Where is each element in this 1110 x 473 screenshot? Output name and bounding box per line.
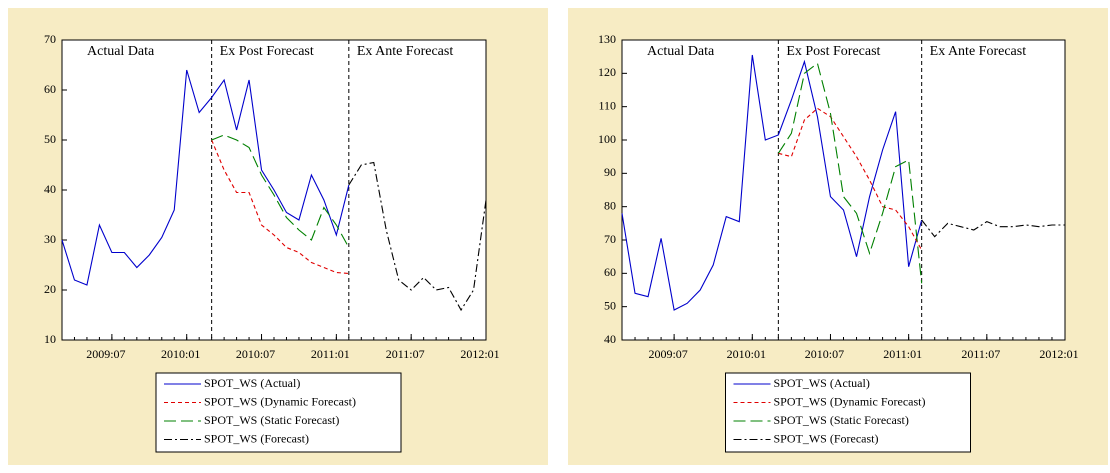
y-tick-label: 110: [598, 98, 616, 112]
legend-label: SPOT_WS (Actual): [774, 376, 870, 390]
section-label: Ex Ante Forecast: [357, 44, 454, 59]
section-label: Actual Data: [87, 44, 155, 59]
y-tick-label: 100: [598, 132, 616, 146]
y-tick-label: 60: [44, 82, 56, 96]
y-tick-label: 50: [44, 132, 56, 146]
legend-box: [155, 372, 402, 453]
series-line: [61, 69, 350, 286]
plot-area: [621, 39, 1066, 341]
y-tick-label: 130: [598, 32, 616, 46]
x-tick-label: 2012:01: [460, 347, 499, 361]
legend-label: SPOT_WS (Dynamic Forecast): [774, 394, 926, 408]
section-label: Ex Ante Forecast: [930, 44, 1027, 59]
x-tick-label: 2010:01: [727, 347, 766, 361]
x-tick-label: 2012:01: [1039, 347, 1078, 361]
chart: 40 50 60 70 80 90 100 110 120 130 2009:07 2010:01 20…: [568, 8, 1108, 465]
x-tick-label: 2010:01: [161, 347, 200, 361]
y-tick-label: 90: [604, 165, 616, 179]
legend-label: SPOT_WS (Actual): [204, 376, 300, 390]
series-line: [211, 134, 350, 248]
y-tick-label: 70: [44, 32, 56, 46]
series-line: [621, 54, 923, 311]
legend-label: SPOT_WS (Dynamic Forecast): [204, 394, 356, 408]
series-line: [777, 62, 923, 284]
legend-label: SPOT_WS (Static Forecast): [204, 413, 339, 427]
x-tick-label: 2009:07: [648, 347, 687, 361]
series-line: [778, 107, 923, 251]
y-tick-label: 30: [44, 232, 56, 246]
legend-label: SPOT_WS (Static Forecast): [774, 413, 909, 427]
y-tick-label: 50: [604, 298, 616, 312]
x-tick-label: 2009:07: [86, 347, 125, 361]
x-tick-label: 2011:07: [386, 347, 425, 361]
x-tick-label: 2010:07: [805, 347, 844, 361]
x-tick-label: 2011:01: [883, 347, 922, 361]
legend-label: SPOT_WS (Forecast): [204, 431, 309, 445]
legend-label: SPOT_WS (Forecast): [774, 431, 879, 445]
x-tick-label: 2011:07: [961, 347, 1000, 361]
y-tick-label: 60: [604, 265, 616, 279]
x-tick-label: 2011:01: [311, 347, 350, 361]
section-label: Ex Post Forecast: [220, 44, 314, 59]
series-line: [348, 161, 487, 312]
y-tick-label: 80: [604, 198, 616, 212]
legend-box: [725, 372, 971, 453]
y-tick-label: 40: [604, 332, 616, 346]
series-line: [921, 219, 1065, 238]
section-label: Ex Post Forecast: [786, 44, 880, 59]
y-tick-label: 20: [44, 282, 56, 296]
y-tick-label: 10: [44, 332, 56, 346]
x-tick-label: 2010:07: [236, 347, 275, 361]
y-tick-label: 120: [598, 65, 616, 79]
series-line: [211, 139, 349, 275]
y-tick-label: 40: [44, 182, 56, 196]
y-tick-label: 70: [604, 232, 616, 246]
section-label: Actual Data: [647, 44, 715, 59]
chart: 10 20 30 40 50 60 70 2009:07 2010:01 2010:07 2011:…: [8, 8, 548, 465]
